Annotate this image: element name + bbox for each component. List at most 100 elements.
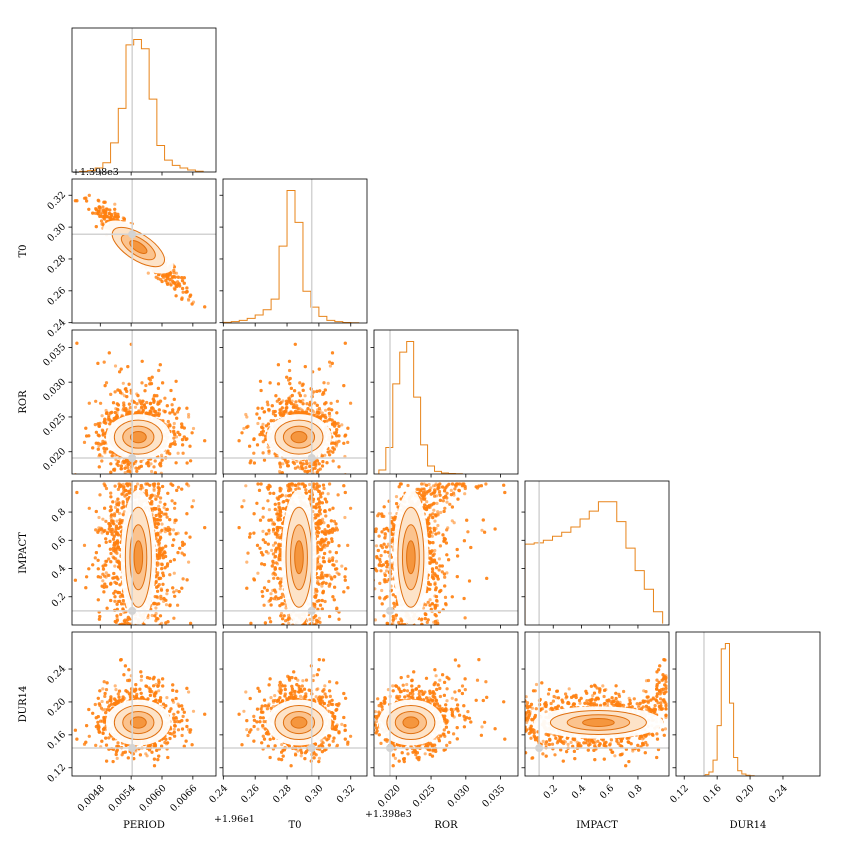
sample-point xyxy=(144,383,148,388)
sample-point xyxy=(96,361,100,365)
sample-point xyxy=(113,410,117,415)
sample-point xyxy=(140,359,144,363)
sample-point xyxy=(136,394,140,398)
sample-point xyxy=(104,411,109,415)
sample-point xyxy=(174,294,178,298)
sample-point xyxy=(185,406,189,410)
sample-point xyxy=(85,199,89,203)
sample-point xyxy=(163,409,167,414)
sample-point xyxy=(108,208,112,212)
sample-point xyxy=(93,211,97,215)
sample-point xyxy=(191,426,196,431)
sample-point xyxy=(174,271,179,275)
sample-point xyxy=(103,200,107,204)
sample-point xyxy=(103,211,107,215)
sample-point xyxy=(93,423,97,427)
sample-point xyxy=(172,421,176,426)
sample-point xyxy=(182,426,186,430)
sample-point xyxy=(173,440,177,444)
sample-point xyxy=(154,413,158,417)
sample-point xyxy=(105,207,109,211)
sample-point xyxy=(150,375,154,379)
sample-point xyxy=(182,276,186,280)
sample-point xyxy=(115,413,119,418)
sample-point xyxy=(116,408,120,412)
sample-point xyxy=(96,210,100,214)
sample-point xyxy=(159,399,163,403)
sample-point xyxy=(177,406,181,410)
sample-point xyxy=(176,275,181,279)
sample-point xyxy=(100,459,104,463)
sample-point xyxy=(190,431,194,435)
sample-point xyxy=(94,430,98,434)
sample-point xyxy=(109,470,113,474)
sample-point xyxy=(121,381,125,385)
sample-point xyxy=(159,461,163,465)
sample-point xyxy=(113,207,117,211)
sample-point xyxy=(101,223,105,227)
sample-point xyxy=(126,463,131,467)
sample-point xyxy=(168,278,172,282)
sample-point xyxy=(127,402,131,406)
sample-point xyxy=(176,430,180,434)
sample-point xyxy=(122,403,126,407)
sample-point xyxy=(203,305,207,309)
sample-point xyxy=(178,284,182,288)
sample-point xyxy=(172,281,176,285)
sample-point xyxy=(157,408,161,412)
sample-point xyxy=(100,414,104,418)
sample-point xyxy=(113,211,117,215)
sample-point xyxy=(187,297,191,301)
sample-point xyxy=(182,281,186,285)
sample-point xyxy=(180,297,184,301)
sample-point xyxy=(116,215,120,219)
sample-point xyxy=(113,364,118,368)
sample-point xyxy=(118,370,122,374)
sample-point xyxy=(87,193,91,197)
sample-point xyxy=(135,402,139,406)
sample-point xyxy=(187,412,191,417)
sample-point xyxy=(150,406,154,410)
sample-point xyxy=(99,219,104,223)
sample-point xyxy=(109,419,113,423)
sample-point xyxy=(175,284,179,289)
sample-point xyxy=(185,286,189,290)
sample-point xyxy=(116,212,120,216)
sample-point xyxy=(172,268,176,272)
sample-point xyxy=(104,381,109,385)
sample-point xyxy=(107,211,111,216)
sample-point xyxy=(123,471,127,474)
sample-point xyxy=(91,211,95,215)
scatter-period-ror xyxy=(74,341,207,474)
sample-point xyxy=(128,406,132,410)
sample-point xyxy=(100,428,104,432)
sample-point xyxy=(153,410,157,414)
sample-point xyxy=(173,433,177,437)
sample-point xyxy=(159,471,163,474)
sample-point xyxy=(168,411,172,415)
sample-point xyxy=(133,405,138,409)
sample-point xyxy=(152,400,156,404)
sample-point xyxy=(181,451,185,455)
sample-point xyxy=(166,419,170,424)
sample-point xyxy=(140,405,144,409)
sample-point xyxy=(188,444,192,448)
sample-point xyxy=(171,410,175,414)
sample-point xyxy=(171,275,175,279)
sample-point xyxy=(73,199,77,203)
sample-point xyxy=(102,360,106,364)
sample-point xyxy=(173,442,177,446)
sample-point xyxy=(169,283,173,287)
sample-point xyxy=(146,271,150,275)
sample-point xyxy=(140,381,144,385)
sample-point xyxy=(203,439,207,443)
sample-point xyxy=(75,341,79,345)
sample-point xyxy=(97,205,101,209)
sample-point xyxy=(113,390,117,394)
sample-point xyxy=(94,208,98,212)
sample-point xyxy=(96,433,100,437)
sample-point xyxy=(87,401,91,405)
sample-point xyxy=(172,425,176,429)
sample-point xyxy=(151,413,156,418)
